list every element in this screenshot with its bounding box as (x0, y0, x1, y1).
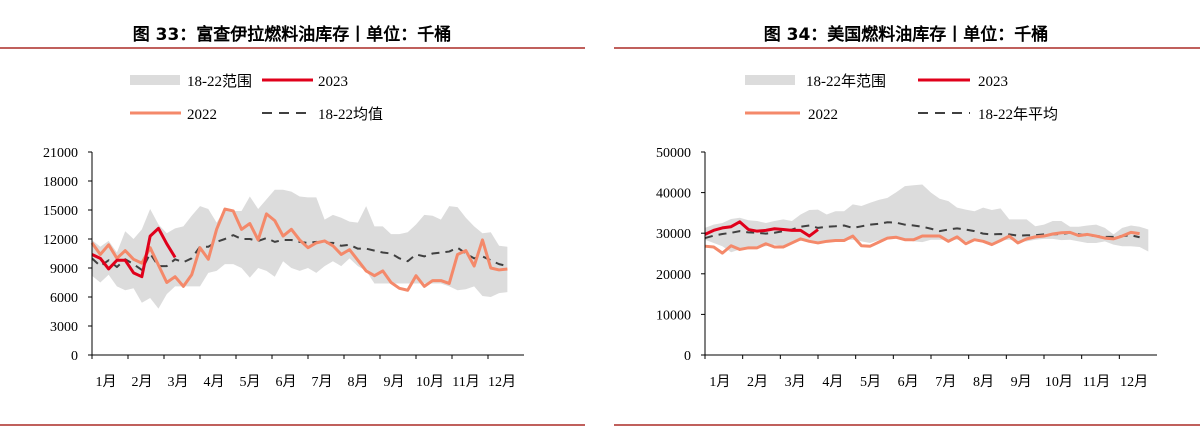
y-tick-label: 20000 (656, 268, 691, 283)
legend-label-range: 18-22范围 (187, 73, 252, 90)
chart-panel-us: 图 34：美国燃料油库存丨单位：千桶 18-22年范围 2023 2022 18… (614, 24, 1200, 426)
x-tick-label: 1月 (96, 374, 117, 390)
legend-label-avg: 18-22年平均 (978, 106, 1058, 123)
legend-label-2023: 2023 (978, 74, 1008, 90)
y-tick-label: 12000 (43, 233, 78, 248)
y-tick-label: 3000 (50, 320, 78, 335)
range-area (705, 184, 1149, 253)
y-tick-label: 0 (71, 349, 78, 364)
y-tick-label: 6000 (50, 291, 78, 306)
series-2022-line (704, 230, 1140, 255)
x-tick-label: 3月 (785, 374, 806, 390)
series-2022-line (90, 207, 508, 292)
y-tick-label: 18000 (43, 175, 78, 190)
legend-swatch-range (130, 75, 180, 85)
x-tick-label: 7月 (312, 374, 333, 390)
chart-title: 图 33：富查伊拉燃料油库存丨单位：千桶 (133, 24, 452, 45)
x-tick-label: 3月 (168, 374, 189, 390)
x-tick-label: 2月 (132, 374, 153, 390)
series-2023-line (91, 226, 177, 279)
x-tick-label: 8月 (973, 374, 994, 390)
legend-swatch-range (745, 75, 795, 85)
x-tick-label: 12月 (488, 374, 516, 390)
x-tick-label: 6月 (276, 374, 297, 390)
x-tick-label: 6月 (898, 374, 919, 390)
x-tick-label: 4月 (822, 374, 843, 390)
x-tick-label: 9月 (384, 374, 405, 390)
legend-label-avg: 18-22均值 (318, 106, 383, 123)
legend-label-2022: 2022 (808, 107, 838, 123)
legend-label-range: 18-22年范围 (806, 73, 886, 90)
y-tick-label: 21000 (43, 146, 78, 161)
y-tick-label: 30000 (656, 227, 691, 242)
x-tick-label: 8月 (348, 374, 369, 390)
chart-title: 图 34：美国燃料油库存丨单位：千桶 (764, 24, 1049, 45)
x-tick-label: 5月 (240, 374, 261, 390)
y-tick-label: 15000 (43, 204, 78, 219)
y-tick-label: 40000 (656, 187, 691, 202)
y-tick-label: 10000 (656, 308, 691, 323)
x-tick-label: 5月 (860, 374, 881, 390)
x-tick-label: 10月 (1045, 374, 1073, 390)
x-tick-label: 11月 (452, 374, 479, 390)
range-area (92, 189, 508, 309)
x-tick-label: 10月 (416, 374, 444, 390)
legend-label-2023: 2023 (318, 74, 348, 90)
y-tick-label: 0 (684, 349, 691, 364)
x-tick-label: 1月 (709, 374, 730, 390)
series-2023-line (704, 220, 819, 238)
x-tick-label: 11月 (1083, 374, 1110, 390)
y-tick-label: 50000 (656, 146, 691, 161)
x-tick-label: 4月 (204, 374, 225, 390)
x-tick-label: 12月 (1120, 374, 1148, 390)
chart-panel-fujairah: 图 33：富查伊拉燃料油库存丨单位：千桶 18-22范围 2023 2022 1… (0, 24, 585, 426)
x-tick-label: 2月 (747, 374, 768, 390)
x-tick-label: 9月 (1011, 374, 1032, 390)
legend-label-2022: 2022 (187, 107, 217, 123)
y-tick-label: 9000 (50, 262, 78, 277)
x-tick-label: 7月 (935, 374, 956, 390)
